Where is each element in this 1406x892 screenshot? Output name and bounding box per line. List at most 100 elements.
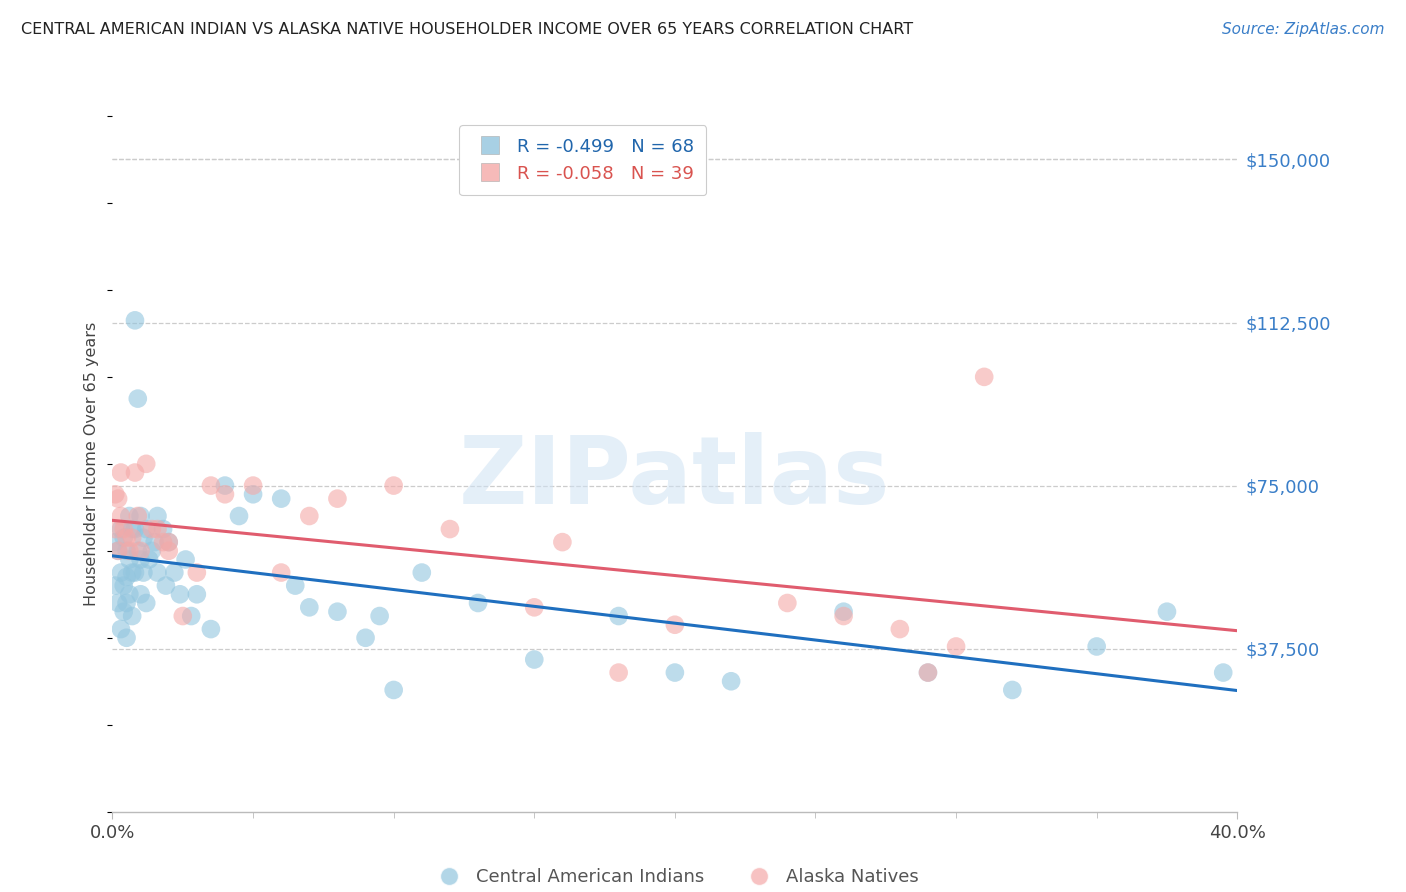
Point [141,522,163,536]
Point [112,605,135,619]
Point [411,566,433,580]
Point [121,522,143,536]
Y-axis label: Householder Income Over 65 years: Householder Income Over 65 years [84,322,100,606]
Text: CENTRAL AMERICAN INDIAN VS ALASKA NATIVE HOUSEHOLDER INCOME OVER 65 YEARS CORREL: CENTRAL AMERICAN INDIAN VS ALASKA NATIVE… [21,22,914,37]
Point [121,609,143,624]
Point [112,579,135,593]
Point [146,566,169,580]
Point [523,652,546,666]
Point [107,544,129,558]
Point [107,491,129,506]
Point [382,478,405,492]
Point [104,579,127,593]
Point [551,535,574,549]
Point [200,622,222,636]
Point [270,566,292,580]
Point [115,596,138,610]
Point [107,544,129,558]
Point [124,522,146,536]
Point [1001,683,1024,698]
Point [118,552,141,566]
Point [146,522,169,536]
Point [945,640,967,654]
Point [354,631,377,645]
Point [152,535,174,549]
Point [157,535,180,549]
Point [172,609,194,624]
Point [129,552,152,566]
Point [720,674,742,689]
Point [326,605,349,619]
Point [132,566,155,580]
Point [124,466,146,480]
Point [146,508,169,523]
Point [110,466,132,480]
Point [121,566,143,580]
Point [973,369,995,384]
Point [155,579,177,593]
Point [115,631,138,645]
Point [523,600,546,615]
Point [200,478,222,492]
Point [1156,605,1178,619]
Point [135,457,157,471]
Point [214,487,236,501]
Point [127,508,149,523]
Point [110,522,132,536]
Point [228,508,250,523]
Point [104,535,127,549]
Point [118,544,141,558]
Point [157,544,180,558]
Point [832,609,855,624]
Point [169,587,191,601]
Point [284,579,307,593]
Point [138,552,160,566]
Point [917,665,939,680]
Point [214,478,236,492]
Point [124,313,146,327]
Point [110,622,132,636]
Point [112,531,135,545]
Point [368,609,391,624]
Point [152,522,174,536]
Point [129,508,152,523]
Point [186,566,208,580]
Point [917,665,939,680]
Point [110,566,132,580]
Text: ZIPatlas: ZIPatlas [460,432,890,524]
Point [107,596,129,610]
Point [157,535,180,549]
Point [382,683,405,698]
Point [121,531,143,545]
Point [298,600,321,615]
Point [127,392,149,406]
Point [124,566,146,580]
Point [298,508,321,523]
Point [270,491,292,506]
Text: Source: ZipAtlas.com: Source: ZipAtlas.com [1222,22,1385,37]
Point [776,596,799,610]
Point [439,522,461,536]
Point [1212,665,1234,680]
Point [127,544,149,558]
Point [110,508,132,523]
Point [118,508,141,523]
Point [112,522,135,536]
Point [664,617,686,632]
Point [326,491,349,506]
Point [174,552,197,566]
Point [832,605,855,619]
Point [141,544,163,558]
Point [1085,640,1108,654]
Point [115,531,138,545]
Point [118,587,141,601]
Point [132,531,155,545]
Point [115,544,138,558]
Point [163,566,186,580]
Legend: Central American Indians, Alaska Natives: Central American Indians, Alaska Natives [425,861,925,892]
Point [135,522,157,536]
Point [467,596,489,610]
Point [129,587,152,601]
Point [242,478,264,492]
Point [135,596,157,610]
